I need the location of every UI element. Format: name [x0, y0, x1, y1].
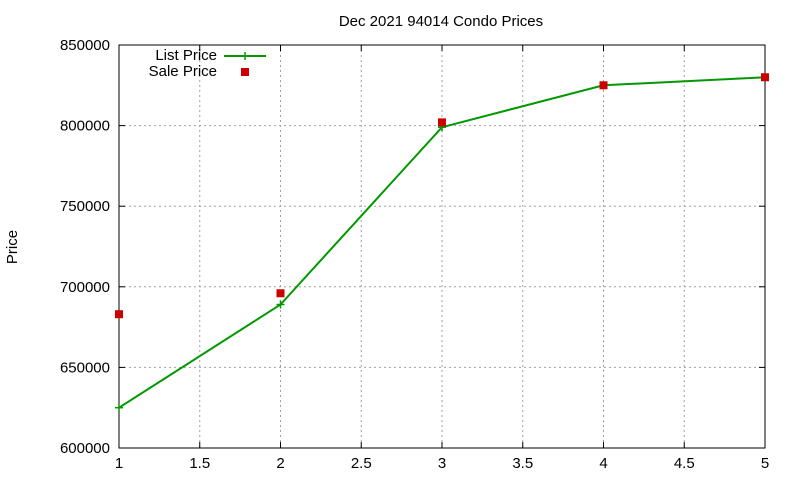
y-tick-label: 750000: [60, 198, 110, 215]
grid: [119, 45, 765, 448]
legend-label-list-price: List Price: [155, 47, 217, 64]
x-tick-label: 1: [115, 455, 123, 472]
x-tick-label: 2.5: [351, 455, 372, 472]
y-tick-label: 850000: [60, 37, 110, 54]
sale-price-point: [438, 118, 446, 127]
y-tick-label: 800000: [60, 118, 110, 135]
sale-price-point: [599, 81, 608, 90]
x-tick-label: 4: [599, 455, 607, 472]
list-price-point: [115, 403, 123, 412]
legend-swatch-list-price-marker: [241, 52, 249, 60]
legend-swatch-sale-price: [241, 68, 249, 76]
x-tick-label: 4.5: [674, 455, 695, 472]
sale-price-point: [276, 289, 285, 298]
series-layer: [115, 73, 769, 412]
axis-ticks: 1 1.5 2 2.5 3 3.5 4 4.5 5 600000 650000 700000 75000…: [60, 37, 769, 472]
y-tick-label: 700000: [60, 279, 110, 296]
y-tick-label: 600000: [60, 440, 110, 457]
chart-title: Dec 2021 94014 Condo Prices: [339, 13, 543, 30]
x-tick-label: 5: [761, 455, 769, 472]
y-tick-label: 650000: [60, 359, 110, 376]
sale-price-point: [761, 73, 769, 82]
x-tick-label: 1.5: [189, 455, 210, 472]
y-axis-label: Price: [4, 230, 21, 264]
x-tick-label: 2: [276, 455, 284, 472]
legend-label-sale-price: Sale Price: [149, 63, 217, 80]
sale-price-point: [115, 310, 123, 319]
x-tick-label: 3.5: [512, 455, 533, 472]
list-price-point: [276, 300, 285, 309]
x-tick-label: 3: [438, 455, 446, 472]
